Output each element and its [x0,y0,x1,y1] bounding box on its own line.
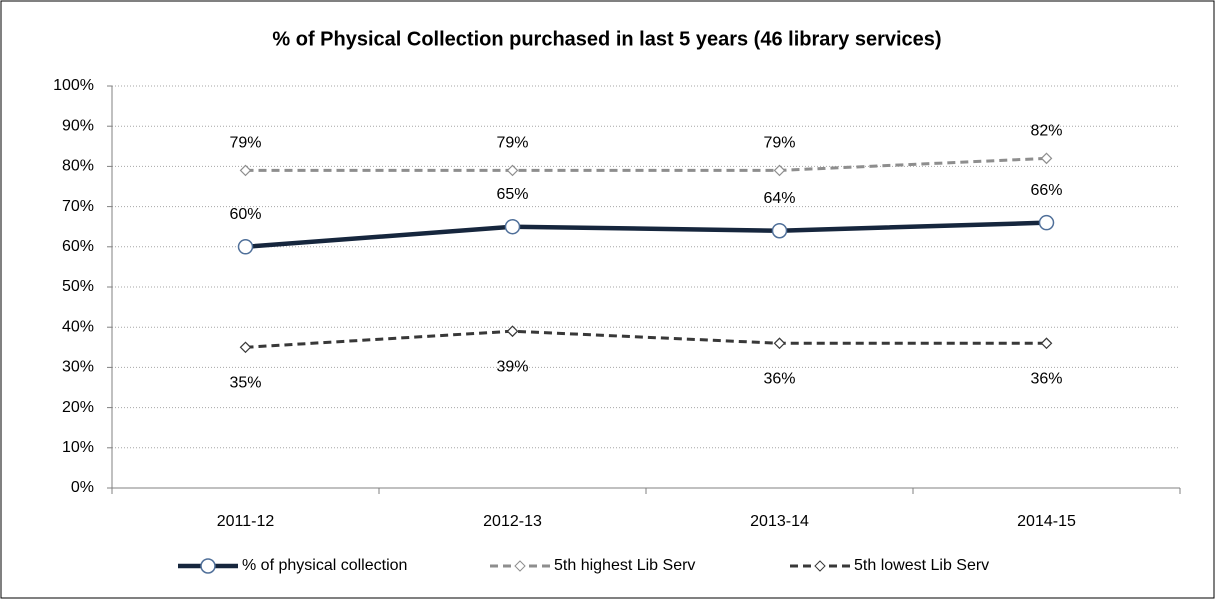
x-tick-label: 2013-14 [750,513,809,530]
y-tick-label: 50% [62,278,94,295]
marker [773,337,786,350]
marker [1038,214,1055,231]
marker [506,325,519,338]
x-tick-label: 2012-13 [483,513,542,530]
chart-title: % of Physical Collection purchased in la… [272,28,941,50]
data-label: 79% [229,135,261,152]
data-label: 79% [496,135,528,152]
legend-label: 5th lowest Lib Serv [854,557,989,574]
y-tick-label: 30% [62,359,94,376]
data-label: 79% [763,135,795,152]
marker [239,164,252,177]
marker [773,164,786,177]
y-tick-label: 60% [62,238,94,255]
y-tick-label: 0% [71,479,94,496]
data-label: 35% [229,375,261,392]
legend-label: 5th highest Lib Serv [554,557,695,574]
data-label: 36% [763,370,795,387]
y-tick-label: 100% [53,77,94,94]
marker [1040,337,1053,350]
marker [506,164,519,177]
y-tick-label: 10% [62,439,94,456]
legend-label: % of physical collection [242,557,407,574]
data-label: 39% [496,358,528,375]
marker [1040,152,1053,165]
y-tick-label: 20% [62,399,94,416]
x-tick-label: 2011-12 [217,513,275,530]
legend-marker [814,560,826,572]
legend-marker [514,560,526,572]
y-tick-label: 40% [62,318,94,335]
marker [504,218,521,235]
data-label: 66% [1030,182,1062,199]
series-line [245,329,1047,349]
series-line [245,156,1047,172]
data-label: 60% [229,206,261,223]
series-line [245,220,1047,250]
y-tick-label: 80% [62,158,94,175]
legend-marker [200,558,216,574]
x-tick-label: 2014-15 [1017,513,1076,530]
data-label: 65% [496,186,528,203]
y-tick-label: 70% [62,198,94,215]
data-label: 64% [763,190,795,207]
data-label: 36% [1030,370,1062,387]
marker [237,239,254,255]
y-tick-label: 90% [62,117,94,134]
marker [771,222,788,239]
data-label: 82% [1030,123,1062,140]
marker [239,341,252,354]
